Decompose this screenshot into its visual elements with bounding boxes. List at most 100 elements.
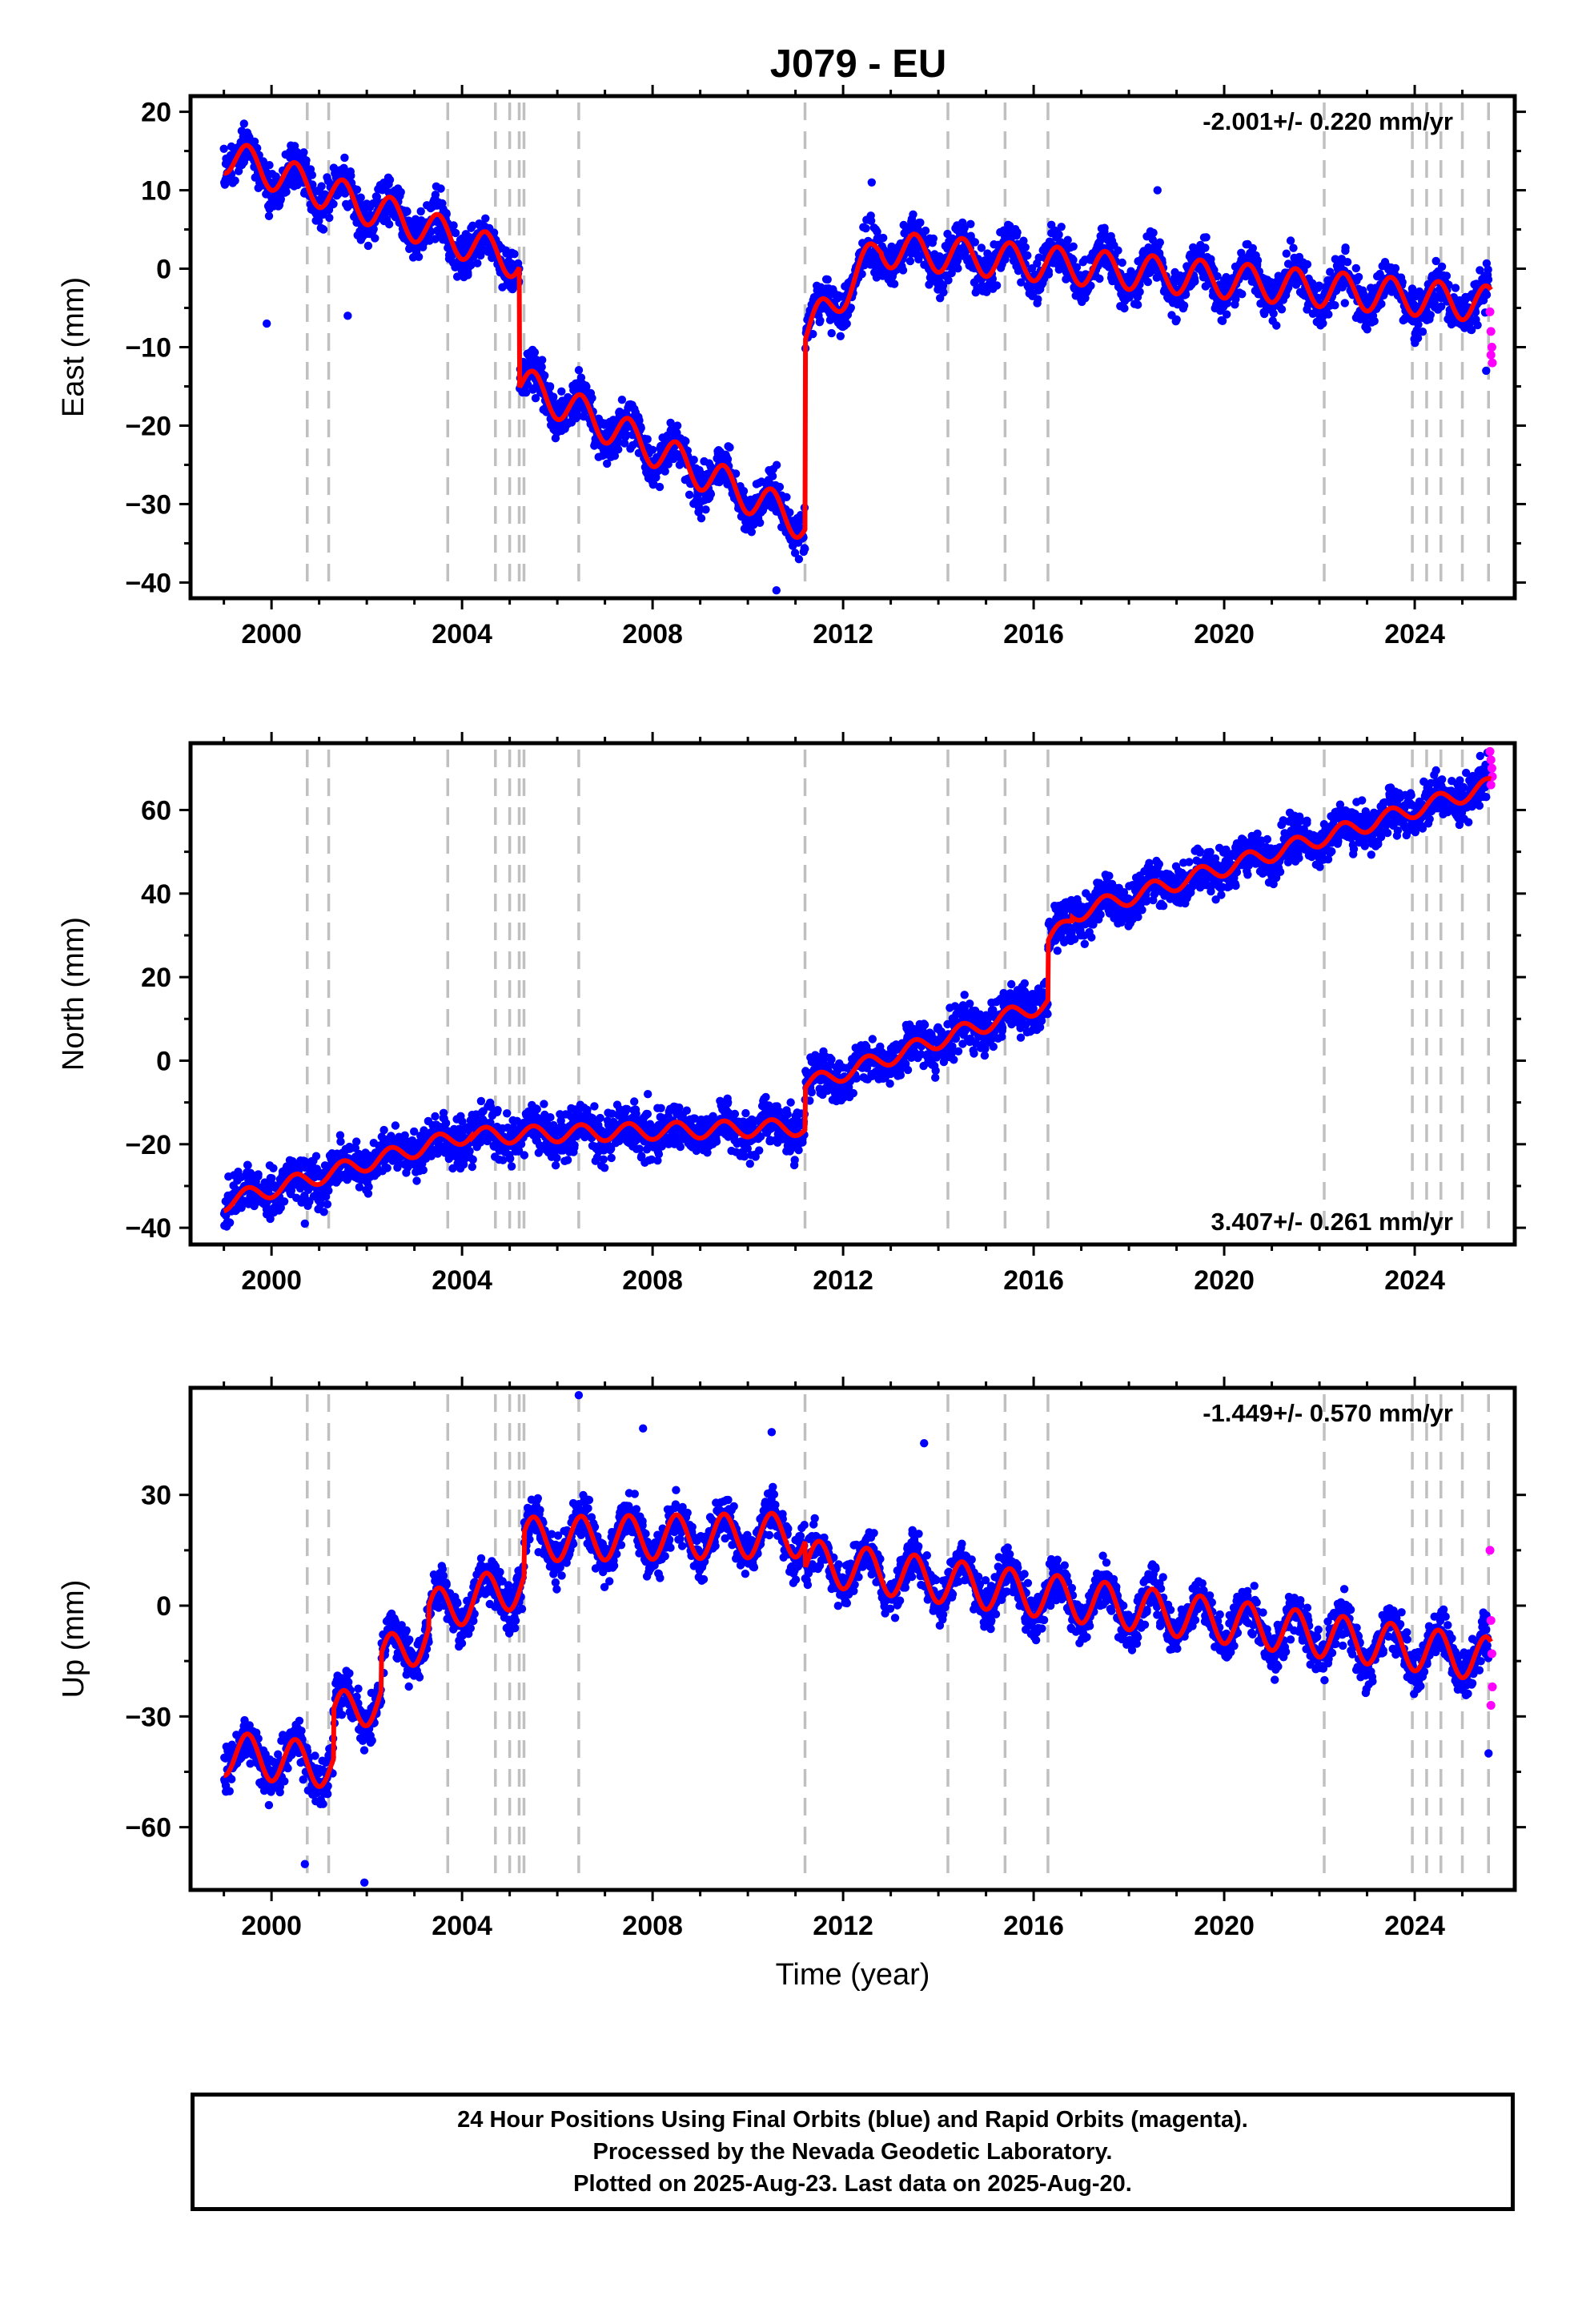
east-final-point [643,435,652,444]
north-final-point [225,1218,235,1228]
east-final-point [1269,309,1278,318]
east-final-point [723,455,733,464]
east-final-point [1418,328,1427,336]
east-final-point [1069,255,1078,264]
east-final-point [685,490,694,499]
east-final-points [219,119,1497,595]
north-final-point [441,1119,451,1128]
north-final-point [755,1146,764,1155]
east-final-point [1282,249,1291,258]
north-final-point [654,1150,664,1159]
north-final-point [364,1182,373,1192]
east-frame [188,94,1517,601]
north-final-point [827,1055,836,1064]
east-final-point [369,224,378,234]
east-final-point [977,243,986,252]
east-final-point [1248,243,1258,253]
east-outlier-point [772,586,781,595]
east-final-point [1331,301,1339,310]
east-final-point [1013,228,1022,237]
north-final-point [807,1088,816,1097]
north-final-point [599,1155,608,1164]
east-final-point [530,348,540,357]
east-final-point [1437,302,1446,311]
east-final-point [1289,243,1298,252]
east-final-point [451,228,460,238]
east-final-point [1100,223,1109,232]
north-final-point [630,1097,639,1106]
east-final-point [1143,277,1153,287]
east-final-point [574,366,584,375]
east-final-point [622,430,631,439]
north-final-point [849,1088,858,1098]
north-final-point [506,1154,515,1164]
east-final-point [588,393,596,403]
east-final-point [1149,228,1158,237]
east-final-point [1370,316,1379,326]
east-final-point [775,482,785,492]
east-final-point [319,225,328,234]
east-final-point [701,505,710,514]
east-final-point [889,279,899,288]
east-final-point [1133,300,1142,309]
east-final-point [960,223,969,232]
east-final-point [966,219,975,228]
north-final-point [383,1164,391,1172]
east-final-point [846,304,856,312]
east-final-point [231,176,239,185]
east-final-point [1468,325,1476,335]
east-final-point [809,329,817,339]
north-final-point [730,1109,740,1119]
east-final-point [549,392,558,401]
east-final-point [442,209,451,218]
north-final-point [563,1156,572,1164]
east-final-point [842,320,851,328]
east-final-point [385,175,395,184]
east-final-point [681,436,690,446]
east-final-point [620,439,629,448]
north-final-point [352,1137,361,1146]
east-outlier-point [343,312,352,320]
east-final-point [1001,255,1010,264]
east-final-point [879,233,888,243]
north-final-point [267,1174,276,1183]
north-final-point [656,1104,665,1113]
east-final-point [557,387,566,396]
north-final-point [379,1125,388,1135]
east-final-point [921,226,930,235]
north-event-lines [306,750,1491,1238]
east-event-lines [306,103,1491,592]
north-final-point [540,1100,548,1108]
east-xtick-label: 2008 [622,619,683,649]
east-final-point [1213,271,1222,281]
east-final-point [540,371,549,380]
east-final-point [816,316,825,325]
north-final-point [590,1102,599,1111]
east-final-point [1414,320,1423,329]
east-final-point [909,210,917,219]
east-final-point [614,445,623,454]
east-final-point [652,473,661,482]
north-final-point [476,1096,486,1106]
north-final-point [676,1142,685,1152]
east-final-point [329,199,338,208]
east-final-point [970,238,980,247]
east-outlier-point [1482,366,1491,376]
east-final-point [794,555,804,564]
east-final-point [436,184,445,193]
east-final-point [452,272,462,281]
east-final-point [531,394,540,403]
east-rapid-point [1488,358,1497,368]
north-final-point [254,1170,263,1179]
north-final-point [741,1108,750,1118]
figure-title: J079 - EU [770,42,947,86]
east-final-point [1223,310,1231,319]
east-final-point [801,545,809,553]
north-final-point [279,1197,289,1206]
east-final-point [1237,248,1246,257]
east-final-point [905,256,915,266]
east-final-point [1363,325,1371,334]
east-final-point [265,161,274,170]
east-final-point [239,119,248,128]
